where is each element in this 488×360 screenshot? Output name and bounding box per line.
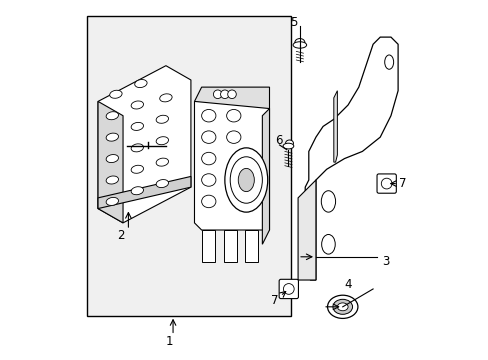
Text: 7: 7 [398, 177, 406, 190]
Ellipse shape [106, 197, 118, 206]
Ellipse shape [106, 112, 118, 120]
Ellipse shape [106, 133, 118, 141]
Bar [244, 230, 258, 262]
Bar [202, 230, 215, 262]
Ellipse shape [201, 174, 216, 186]
Ellipse shape [156, 137, 168, 145]
Ellipse shape [134, 80, 147, 87]
Ellipse shape [332, 299, 352, 314]
Text: 6: 6 [274, 134, 282, 147]
Polygon shape [98, 176, 190, 208]
Ellipse shape [201, 109, 216, 122]
Polygon shape [194, 87, 269, 109]
Ellipse shape [321, 191, 335, 212]
Ellipse shape [285, 140, 293, 147]
Ellipse shape [201, 131, 216, 143]
Ellipse shape [226, 109, 241, 122]
Ellipse shape [156, 180, 168, 188]
Ellipse shape [201, 152, 216, 165]
Polygon shape [98, 102, 123, 223]
Ellipse shape [106, 154, 118, 163]
Bar [224, 230, 236, 262]
Ellipse shape [156, 158, 168, 166]
Polygon shape [333, 91, 337, 162]
Polygon shape [262, 109, 269, 244]
Circle shape [283, 284, 294, 294]
Text: 4: 4 [344, 278, 351, 291]
FancyBboxPatch shape [376, 174, 395, 193]
Ellipse shape [201, 195, 216, 208]
Ellipse shape [292, 42, 306, 48]
Ellipse shape [230, 157, 262, 203]
Ellipse shape [131, 187, 143, 195]
Ellipse shape [160, 94, 172, 102]
Ellipse shape [327, 295, 357, 319]
Ellipse shape [321, 234, 335, 254]
Ellipse shape [384, 55, 393, 69]
Ellipse shape [283, 143, 293, 149]
Ellipse shape [131, 144, 143, 152]
Ellipse shape [131, 122, 143, 130]
Circle shape [213, 90, 222, 99]
Polygon shape [98, 66, 190, 223]
Polygon shape [298, 180, 315, 280]
Circle shape [227, 90, 236, 99]
Ellipse shape [224, 148, 267, 212]
Text: 2: 2 [117, 229, 125, 242]
Circle shape [381, 178, 391, 189]
Ellipse shape [238, 168, 254, 192]
Ellipse shape [156, 115, 168, 123]
Ellipse shape [294, 39, 304, 46]
Circle shape [220, 90, 229, 99]
Text: 1: 1 [165, 335, 173, 348]
Ellipse shape [106, 176, 118, 184]
Ellipse shape [109, 90, 122, 98]
Text: 3: 3 [381, 255, 388, 268]
Text: 5: 5 [289, 15, 297, 28]
Polygon shape [194, 102, 269, 230]
Ellipse shape [131, 165, 143, 173]
Ellipse shape [131, 101, 143, 109]
Bar [87, 16, 290, 316]
Ellipse shape [226, 131, 241, 143]
Ellipse shape [226, 174, 241, 186]
FancyBboxPatch shape [279, 279, 298, 298]
Text: 7: 7 [270, 294, 278, 307]
Ellipse shape [337, 303, 347, 311]
Polygon shape [305, 37, 397, 280]
